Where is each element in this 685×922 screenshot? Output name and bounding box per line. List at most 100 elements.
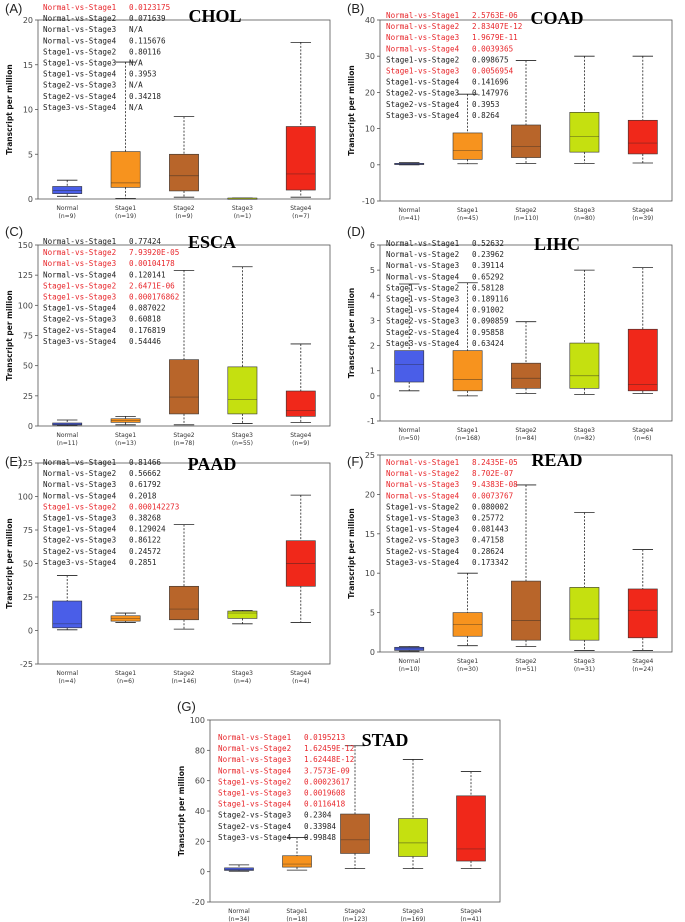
stat-p-value: 0.99848 [304,833,336,842]
y-axis-label: Transcript per million [347,508,356,599]
stat-p-value: 0.95858 [472,328,504,337]
stat-p-value: N/A [129,59,143,68]
stat-comparison-label: Stage2-vs-Stage3 [386,317,459,326]
x-category-label: Stage3 [402,908,423,915]
box-normal [224,864,254,872]
y-tick-label: 50 [23,362,33,371]
x-category-label: Stage3 [574,427,595,434]
stat-p-value: 0.00104178 [129,259,175,268]
y-tick-label: 10 [365,569,375,578]
stat-comparison-label: Normal-vs-Stage2 [386,22,459,31]
stat-comparison-label: Normal-vs-Stage1 [43,458,117,467]
x-category-label: Stage2 [173,670,194,677]
stat-comparison-label: Normal-vs-Stage4 [218,766,292,775]
stat-p-value: 0.60818 [129,315,161,324]
stat-p-value: 0.189116 [472,295,509,304]
stat-comparison-label: Stage3-vs-Stage4 [218,833,292,842]
stat-p-value: 0.0116418 [304,800,346,809]
stat-comparison-label: Normal-vs-Stage3 [43,480,116,489]
stat-comparison-label: Stage1-vs-Stage3 [386,67,459,76]
x-category-label: Stage1 [457,658,478,665]
box-stage1 [452,572,483,647]
stat-comparison-label: Stage1-vs-Stage4 [43,70,117,79]
box-stage4 [456,771,486,870]
stat-p-value: 0.52632 [472,239,504,248]
stat-p-value: 0.0123175 [129,3,170,12]
box-iqr [511,362,541,389]
stat-p-value: 0.147976 [472,89,509,98]
x-count-label: (n=24) [632,666,653,673]
x-count-label: (n=110) [514,215,539,222]
y-tick-label: 75 [23,526,33,535]
x-category-label: Stage3 [574,658,595,665]
box-stage4 [627,267,658,394]
x-count-label: (n=50) [399,435,420,442]
x-count-label: (n=19) [115,213,136,220]
x-count-label: (n=11) [57,440,78,447]
stat-comparison-label: Stage1-vs-Stage2 [218,777,291,786]
stat-comparison-label: Stage2-vs-Stage4 [218,822,292,831]
box-stage2 [340,745,370,870]
stat-p-value: 0.080002 [472,502,509,511]
panel-title: READ [531,450,582,470]
y-tick-label: 5 [28,150,33,159]
box-iqr [52,186,83,194]
box-iqr [285,126,316,191]
y-tick-label: 10 [365,125,375,134]
x-category-label: Stage4 [632,658,653,665]
stat-p-value: 0.8264 [472,111,500,120]
y-tick-label: 0 [370,392,375,401]
y-tick-label: 0 [28,195,33,204]
x-category-label: Stage4 [632,207,653,214]
x-category-label: Stage1 [115,432,136,439]
stat-p-value: 0.61792 [129,480,161,489]
y-tick-label: 4 [370,291,375,300]
box-stage1 [110,415,141,426]
x-count-label: (n=31) [574,666,595,673]
stat-comparison-label: Normal-vs-Stage1 [218,733,292,742]
stat-p-value: 0.77424 [129,237,161,246]
x-category-label: Stage4 [632,427,653,434]
stat-list: Normal-vs-Stage1 0.0195213 Normal-vs-Stage… [218,733,354,842]
box-stage4 [285,494,316,623]
y-tick-label: -25 [20,660,33,669]
box-iqr [394,350,425,383]
y-tick-label: 10 [23,106,33,115]
y-tick-label: 0 [200,868,205,877]
stat-p-value: 0.081443 [472,525,509,534]
stat-p-value: 9.4383E-08 [472,480,518,489]
box-normal [394,162,425,166]
stat-p-value: 0.120141 [129,270,166,279]
stat-p-value: 0.0056954 [472,67,514,76]
x-category-label: Stage1 [457,207,478,214]
panel-letter: (B) [347,1,364,16]
box-iqr [52,600,83,629]
panel-title: PAAD [188,454,237,474]
y-tick-label: 20 [365,88,375,97]
stat-comparison-label: Stage3-vs-Stage4 [43,103,117,112]
stat-comparison-label: Normal-vs-Stage3 [43,259,116,268]
x-category-label: Stage2 [173,205,194,212]
stat-p-value: 0.58128 [472,283,504,292]
stat-p-value: 0.0019608 [304,789,346,798]
x-count-label: (n=9) [59,213,76,220]
stat-p-value: 0.54446 [129,337,161,346]
x-category-label: Stage3 [574,207,595,214]
box-stage1 [282,837,312,871]
stat-comparison-label: Stage2-vs-Stage3 [43,536,116,545]
stat-p-value: N/A [129,103,143,112]
x-count-label: (n=4) [59,678,76,685]
box-iqr [452,132,483,160]
stat-list: Normal-vs-Stage1 0.77424 Normal-vs-Stage2 7… [43,237,179,346]
stat-comparison-label: Normal-vs-Stage2 [386,469,459,478]
stat-comparison-label: Normal-vs-Stage1 [386,458,460,467]
panel-paad: (E) -25 0 25 50 75 100 125 Transcript per millio… [5,454,331,685]
x-count-label: (n=146) [172,678,197,685]
box-iqr [627,588,658,639]
stat-comparison-label: Stage1-vs-Stage4 [43,304,117,313]
x-count-label: (n=78) [173,440,194,447]
stat-comparison-label: Stage1-vs-Stage2 [386,55,459,64]
y-tick-label: 20 [195,837,205,846]
stat-comparison-label: Normal-vs-Stage3 [386,261,459,270]
stat-p-value: 0.0195213 [304,733,345,742]
